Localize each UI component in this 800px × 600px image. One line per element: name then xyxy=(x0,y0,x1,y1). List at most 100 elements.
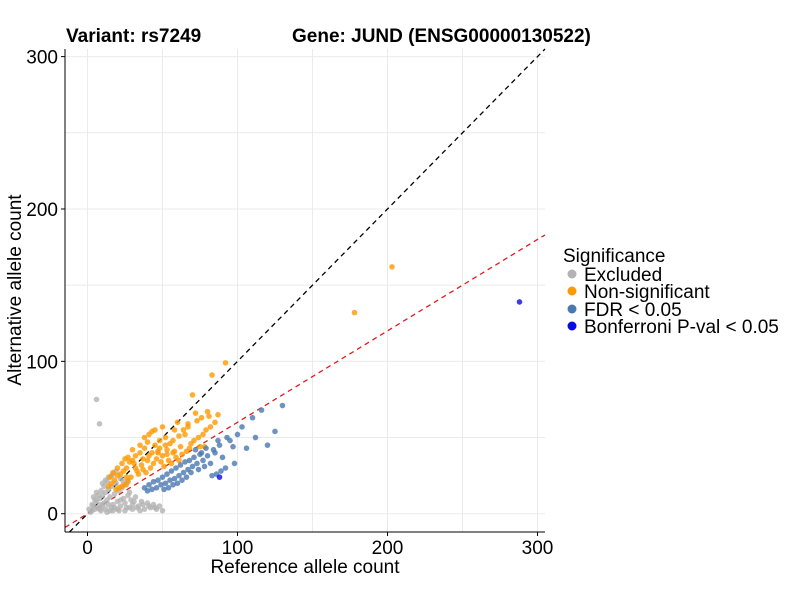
point-non-significant xyxy=(212,419,218,426)
point-non-significant xyxy=(198,414,205,421)
point-non-significant xyxy=(125,454,131,461)
axes: 0 100 200 300 0 100 200 300 xyxy=(26,48,553,559)
point-non-significant xyxy=(189,392,196,398)
legend-label-non-significant: Non-significant xyxy=(584,282,710,303)
point-non-significant xyxy=(159,453,166,459)
point-bonferroni-p-val-0-05 xyxy=(516,299,523,305)
point-fdr-0-05 xyxy=(188,469,194,476)
point-non-significant xyxy=(119,460,125,467)
point-fdr-0-05 xyxy=(162,480,169,487)
point-excluded xyxy=(89,501,95,508)
legend-entry-bonferroni: Bonferroni P-val < 0.05 xyxy=(567,317,779,338)
point-fdr-0-05 xyxy=(200,457,206,464)
point-non-significant xyxy=(207,424,214,430)
point-fdr-0-05 xyxy=(164,471,170,477)
point-non-significant xyxy=(177,443,184,450)
title-gene: Gene: JUND (ENSG00000130522) xyxy=(292,26,591,47)
point-fdr-0-05 xyxy=(168,468,175,474)
point-fdr-0-05 xyxy=(189,463,196,470)
point-non-significant xyxy=(158,459,164,465)
point-non-significant xyxy=(137,449,143,456)
point-excluded xyxy=(98,488,104,494)
point-non-significant xyxy=(152,427,158,433)
legend-entry-non-significant: Non-significant xyxy=(567,282,710,303)
point-non-significant xyxy=(209,372,215,378)
point-fdr-0-05 xyxy=(174,480,181,487)
point-excluded xyxy=(126,489,133,496)
point-non-significant xyxy=(150,460,157,467)
point-non-significant xyxy=(192,410,199,416)
point-non-significant xyxy=(180,427,187,433)
point-non-significant xyxy=(195,434,202,441)
point-excluded xyxy=(93,489,100,496)
point-fdr-0-05 xyxy=(150,478,157,485)
point-fdr-0-05 xyxy=(230,443,236,450)
point-non-significant xyxy=(203,427,209,433)
y-tick-label-0: 0 xyxy=(47,505,58,526)
point-non-significant xyxy=(155,448,161,455)
point-non-significant xyxy=(110,469,116,476)
point-fdr-0-05 xyxy=(224,434,230,441)
point-fdr-0-05 xyxy=(155,477,161,483)
point-non-significant xyxy=(179,451,185,458)
point-non-significant xyxy=(171,427,178,433)
point-fdr-0-05 xyxy=(219,454,226,461)
point-excluded xyxy=(104,478,110,485)
point-fdr-0-05 xyxy=(203,445,209,451)
legend-label-bonferroni: Bonferroni P-val < 0.05 xyxy=(584,317,779,338)
point-non-significant xyxy=(131,460,137,467)
point-non-significant xyxy=(176,433,182,439)
point-excluded xyxy=(129,506,136,512)
point-excluded xyxy=(101,483,107,490)
x-tick-label-100: 100 xyxy=(222,538,254,559)
point-fdr-0-05 xyxy=(249,414,256,421)
point-non-significant xyxy=(113,486,119,493)
point-fdr-0-05 xyxy=(161,486,167,493)
point-fdr-0-05 xyxy=(167,477,173,483)
point-non-significant xyxy=(176,457,182,464)
point-non-significant xyxy=(141,434,148,441)
point-fdr-0-05 xyxy=(173,465,179,471)
point-non-significant xyxy=(114,465,121,471)
point-fdr-0-05 xyxy=(239,424,245,430)
point-excluded xyxy=(98,507,104,514)
point-non-significant xyxy=(114,472,121,479)
point-fdr-0-05 xyxy=(252,434,259,441)
point-fdr-0-05 xyxy=(191,454,197,461)
y-axis-title: Alternative allele count xyxy=(5,194,26,386)
point-non-significant xyxy=(132,453,139,459)
legend-dot-bonferroni xyxy=(567,321,577,331)
point-fdr-0-05 xyxy=(264,442,271,448)
point-excluded xyxy=(131,498,137,505)
point-fdr-0-05 xyxy=(198,449,205,456)
reference-line-expected-ratio xyxy=(64,234,546,528)
point-excluded xyxy=(110,507,116,514)
point-fdr-0-05 xyxy=(177,462,184,468)
point-bonferroni-p-val-0-05 xyxy=(216,474,223,480)
point-non-significant xyxy=(183,448,190,455)
point-non-significant xyxy=(182,431,188,438)
point-non-significant xyxy=(351,309,358,316)
point-fdr-0-05 xyxy=(182,459,188,465)
point-non-significant xyxy=(164,446,170,453)
y-tick-label-200: 200 xyxy=(26,200,58,221)
point-non-significant xyxy=(164,451,170,458)
point-excluded xyxy=(99,503,106,509)
point-fdr-0-05 xyxy=(234,431,241,438)
point-non-significant xyxy=(168,460,175,467)
point-fdr-0-05 xyxy=(183,474,190,480)
point-non-significant xyxy=(126,459,133,465)
point-fdr-0-05 xyxy=(159,474,166,480)
point-fdr-0-05 xyxy=(218,468,224,474)
point-fdr-0-05 xyxy=(210,446,217,453)
point-excluded xyxy=(96,421,103,427)
point-non-significant xyxy=(185,424,191,430)
point-non-significant xyxy=(191,437,197,444)
point-non-significant xyxy=(123,474,130,480)
y-tick-label-300: 300 xyxy=(26,48,58,69)
data-points xyxy=(86,264,523,515)
reference-line-identity xyxy=(69,48,546,533)
legend: Significance Excluded Non-significant FD… xyxy=(563,246,779,338)
x-axis-title: Reference allele count xyxy=(210,557,400,578)
point-fdr-0-05 xyxy=(258,407,265,413)
